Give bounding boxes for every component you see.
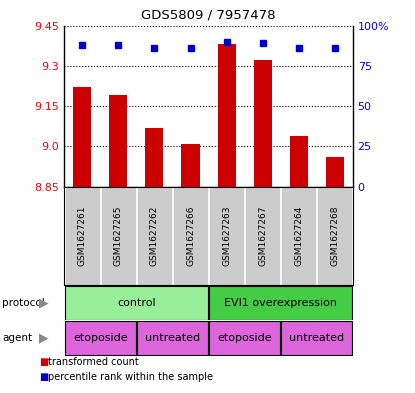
Bar [145, 128, 164, 187]
Bar [290, 136, 308, 187]
Bar [65, 187, 100, 285]
Text: agent: agent [2, 333, 32, 343]
Text: protocol: protocol [2, 298, 45, 308]
Bar [110, 95, 127, 187]
Text: control: control [117, 298, 156, 308]
Text: ■: ■ [39, 357, 49, 367]
Bar [217, 44, 236, 187]
Text: GSM1627261: GSM1627261 [78, 206, 87, 266]
Text: ▶: ▶ [39, 331, 49, 345]
Text: GSM1627268: GSM1627268 [330, 206, 339, 266]
Title: GDS5809 / 7957478: GDS5809 / 7957478 [141, 9, 276, 22]
Text: GSM1627262: GSM1627262 [150, 206, 159, 266]
Bar [137, 321, 208, 355]
Bar [209, 321, 280, 355]
Text: GSM1627267: GSM1627267 [258, 206, 267, 266]
Text: ▶: ▶ [39, 296, 49, 309]
Bar [65, 286, 208, 320]
Bar [317, 187, 352, 285]
Bar [326, 157, 344, 187]
Bar [73, 87, 91, 187]
Text: EVI1 overexpression: EVI1 overexpression [224, 298, 337, 308]
Text: GSM1627266: GSM1627266 [186, 206, 195, 266]
Bar [137, 187, 172, 285]
Bar [65, 321, 136, 355]
Text: transformed count: transformed count [48, 357, 139, 367]
Text: ■: ■ [39, 373, 49, 382]
Text: untreated: untreated [145, 333, 200, 343]
Bar [245, 187, 280, 285]
Text: untreated: untreated [289, 333, 344, 343]
Bar [254, 61, 272, 187]
Bar [101, 187, 136, 285]
Bar [209, 187, 244, 285]
Text: etoposide: etoposide [217, 333, 272, 343]
Text: GSM1627265: GSM1627265 [114, 206, 123, 266]
Bar [209, 286, 352, 320]
Bar [173, 187, 208, 285]
Text: percentile rank within the sample: percentile rank within the sample [48, 373, 213, 382]
Text: GSM1627264: GSM1627264 [294, 206, 303, 266]
Text: etoposide: etoposide [73, 333, 128, 343]
Text: GSM1627263: GSM1627263 [222, 206, 231, 266]
Bar [281, 321, 352, 355]
Bar [181, 144, 200, 187]
Bar [281, 187, 316, 285]
